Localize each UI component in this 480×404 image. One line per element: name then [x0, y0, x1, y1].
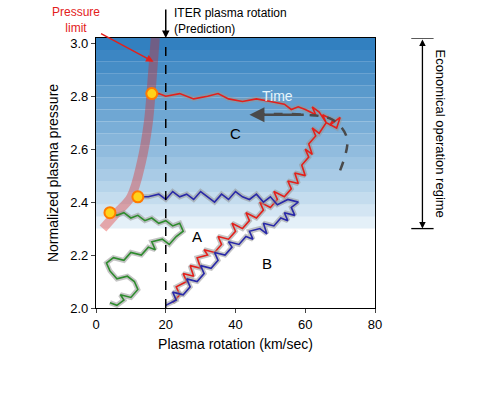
svg-text:Pressurelimit: Pressurelimit	[52, 5, 100, 35]
svg-text:2.0: 2.0	[70, 301, 88, 316]
svg-text:40: 40	[228, 317, 242, 332]
svg-text:2.8: 2.8	[70, 89, 88, 104]
svg-text:60: 60	[298, 317, 312, 332]
svg-text:2.4: 2.4	[70, 195, 88, 210]
svg-text:Time: Time	[262, 88, 293, 104]
svg-text:2.2: 2.2	[70, 248, 88, 263]
svg-text:3.0: 3.0	[70, 36, 88, 51]
svg-text:C: C	[230, 125, 241, 142]
svg-text:2.6: 2.6	[70, 142, 88, 157]
svg-text:0: 0	[92, 317, 99, 332]
svg-text:B: B	[262, 255, 272, 272]
svg-text:ITER plasma rotation(Predictio: ITER plasma rotation(Prediction)	[174, 6, 287, 36]
svg-text:A: A	[192, 228, 202, 245]
svg-text:Plasma rotation (km/sec): Plasma rotation (km/sec)	[158, 336, 313, 352]
svg-text:Economical operation regime: Economical operation regime	[433, 49, 448, 217]
svg-text:Normalized plasma pressure: Normalized plasma pressure	[45, 84, 61, 262]
svg-text:20: 20	[159, 317, 173, 332]
svg-text:80: 80	[368, 317, 382, 332]
